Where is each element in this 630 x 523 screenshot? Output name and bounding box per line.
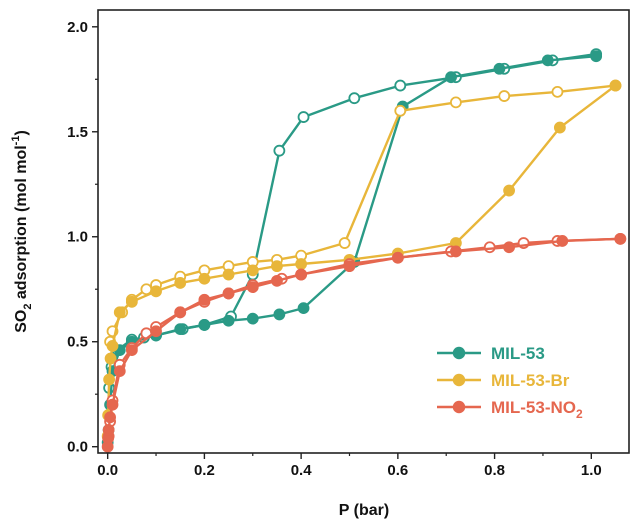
- mil-53-no-adsorption-point: [246, 281, 259, 294]
- y-tick-label: 1.5: [67, 124, 88, 141]
- y-axis-label-post: ): [13, 130, 30, 135]
- mil-53-br-adsorption-point: [198, 272, 211, 285]
- mil-53-no-adsorption-point: [198, 293, 211, 306]
- mil-53-no-adsorption-point: [556, 235, 569, 247]
- tick-layer: 0.0 0.2 0.4 0.6 0.8 1.0 0.0 0.5 1.0 1.5 2.0: [67, 19, 602, 479]
- mil-53-no-adsorption-point: [614, 232, 627, 245]
- x-tick-label: 0.2: [194, 462, 215, 479]
- x-tick-label: 0.0: [97, 462, 118, 479]
- mil-53-adsorption-point: [445, 71, 457, 84]
- legend-marker-mil-53-no: [452, 400, 466, 414]
- legend-marker-mil-53: [452, 346, 466, 360]
- x-tick-label: 1.0: [581, 462, 602, 479]
- legend-marker-mil-53-br: [452, 373, 466, 387]
- mil-53-no-adsorption-point: [391, 251, 404, 264]
- y-tick-label: 1.0: [67, 229, 88, 246]
- mil-53-adsorption-point: [174, 323, 187, 336]
- mil-53-br-adsorption-point: [174, 277, 187, 289]
- mil-53-br-adsorption-point: [125, 295, 138, 308]
- mil-53-no-adsorption-point: [271, 274, 283, 287]
- mil-53-adsorption-point: [493, 62, 506, 75]
- mil-53-desorption-point: [273, 144, 286, 157]
- mil-53-no-desorption-point: [483, 241, 496, 254]
- y-axis-label-mid: adsorption (mol mol: [13, 145, 30, 303]
- legend-label-mil-53-br: MIL-53-Br: [491, 371, 570, 390]
- mil-53-br-desorption-point: [394, 104, 407, 117]
- mil-53-no-adsorption-point: [125, 344, 138, 357]
- y-tick-label: 0.0: [67, 439, 88, 456]
- mil-53-br-adsorption-point: [106, 340, 119, 352]
- mil-53-adsorption-point: [541, 54, 554, 67]
- mil-53-br-adsorption-point: [246, 264, 259, 277]
- legend-label-main: MIL-53-NO: [491, 398, 576, 417]
- mil-53-no-adsorption-point: [174, 306, 187, 319]
- mil-53-no-adsorption-point: [102, 424, 115, 436]
- mil-53-br-desorption-point: [551, 85, 564, 98]
- mil-53-adsorption-point: [273, 308, 286, 321]
- x-tick-label: 0.4: [291, 462, 313, 479]
- legend-label-main: MIL-53: [491, 344, 545, 363]
- mil-53-br-adsorption-point: [113, 306, 126, 319]
- mil-53-br-adsorption-point: [150, 285, 162, 298]
- x-axis-label: P (bar): [339, 502, 389, 519]
- legend-label-main: MIL-53-Br: [491, 371, 570, 390]
- mil-53-adsorption-point: [222, 314, 235, 327]
- mil-53-no-adsorption-point: [150, 325, 162, 338]
- mil-53-br-desorption-point: [338, 237, 351, 249]
- plot-frame: [97, 9, 630, 454]
- mil-53-br-adsorption-point: [295, 258, 308, 270]
- series-layer: [101, 48, 627, 453]
- mil-53-adsorption-point: [297, 302, 310, 315]
- mil-53-adsorption-point: [246, 312, 259, 325]
- legend: MIL-53 MIL-53-Br MIL-53-NO2: [437, 344, 583, 421]
- mil-53-desorption-point: [394, 79, 407, 92]
- mil-53-br-adsorption-point: [103, 373, 116, 386]
- mil-53-br-adsorption-point: [553, 121, 566, 134]
- y-tick-label: 2.0: [67, 19, 88, 36]
- mil-53-desorption-point: [297, 111, 310, 123]
- mil-53-desorption-point: [348, 92, 361, 105]
- mil-53-br-desorption-point: [449, 96, 462, 109]
- y-tick-label: 0.5: [67, 334, 88, 351]
- mil-53-adsorption-point: [198, 319, 211, 331]
- mil-53-no-adsorption-point: [106, 398, 119, 411]
- mil-53-no-adsorption-point: [449, 245, 462, 258]
- mil-53-no-adsorption-point: [104, 411, 116, 424]
- mil-53-no-adsorption-point: [343, 260, 356, 273]
- mil-53-br-adsorption-point: [222, 268, 235, 281]
- mil-53-no-adsorption-point: [295, 268, 308, 281]
- y-axis-label-sub: 2: [22, 304, 34, 310]
- mil-53-no-adsorption-point: [222, 287, 235, 300]
- mil-53-no-adsorption-point: [113, 365, 126, 378]
- x-tick-label: 0.8: [484, 462, 505, 479]
- legend-label-mil-53: MIL-53: [491, 344, 545, 363]
- mil-53-br-adsorption-point: [271, 260, 283, 273]
- legend-label-sub: 2: [576, 407, 583, 421]
- mil-53-br-adsorption-point: [609, 79, 622, 92]
- mil-53-adsorption-point: [590, 50, 603, 63]
- mil-53-no-adsorption-point: [503, 241, 515, 254]
- mil-53-br-desorption-line: [108, 84, 616, 342]
- x-tick-label: 0.6: [387, 462, 408, 479]
- legend-label-mil-53-no: MIL-53-NO2: [491, 398, 583, 421]
- y-axis-label-pre: SO: [13, 310, 30, 333]
- mil-53-br-adsorption-point: [104, 352, 117, 365]
- y-axis-label: SO2 adsorption (mol mol-1): [10, 130, 34, 333]
- y-axis-label-sup: -1: [10, 136, 22, 146]
- mil-53-br-adsorption-point: [503, 184, 515, 197]
- mil-53-br-desorption-point: [498, 90, 511, 102]
- mil-53-desorption-line: [107, 52, 597, 389]
